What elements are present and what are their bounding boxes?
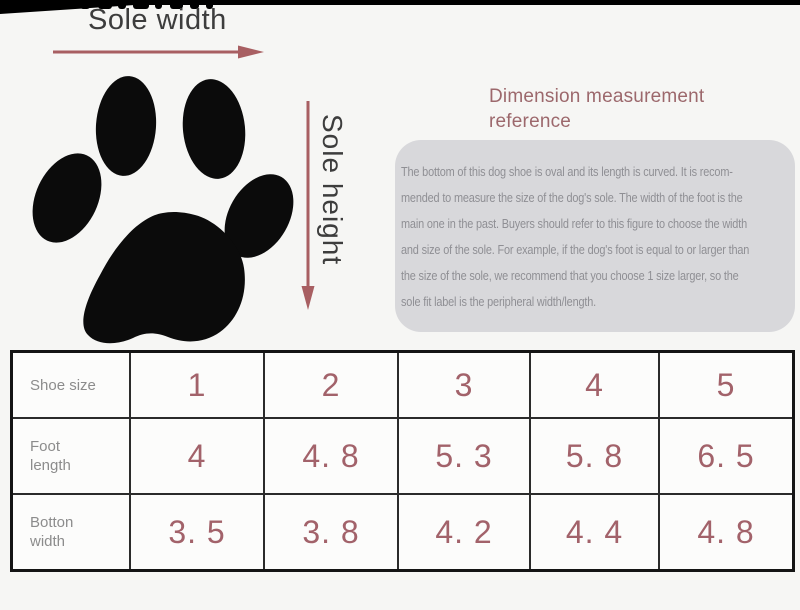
bottom-width-value: 4. 8 bbox=[697, 513, 755, 550]
table-cell: 1 bbox=[131, 353, 265, 419]
table-cell: 4 bbox=[131, 419, 265, 495]
reference-card: The bottom of this dog shoe is oval and … bbox=[395, 140, 795, 332]
table-row-label: Shoe size bbox=[30, 376, 96, 394]
shoe-size-value: 4 bbox=[585, 366, 604, 403]
bottom-width-value: 3. 8 bbox=[302, 513, 360, 550]
table-cell: 2 bbox=[265, 353, 399, 419]
reference-text-line: the size of the sole, we recommend that … bbox=[401, 268, 739, 283]
table-row-label: Botton width bbox=[30, 514, 74, 550]
table-cell: 3 bbox=[399, 353, 531, 419]
crop-text-fragment bbox=[133, 5, 149, 9]
reference-text-line: main one in the past. Buyers should refe… bbox=[401, 216, 747, 231]
crop-text-fragment bbox=[170, 5, 183, 9]
reference-text-line: sole fit label is the peripheral width/l… bbox=[401, 294, 597, 309]
top-crop-wedge bbox=[0, 5, 135, 14]
sole-width-label: Sole width bbox=[88, 4, 227, 36]
table-cell: 5. 8 bbox=[531, 419, 660, 495]
table-cell: 3. 8 bbox=[265, 495, 399, 569]
table-cell: 4. 2 bbox=[399, 495, 531, 569]
shoe-size-value: 2 bbox=[321, 366, 341, 403]
reference-text-line: and size of the sole. For example, if th… bbox=[401, 242, 750, 257]
table-cell: 6. 5 bbox=[660, 419, 792, 495]
table-row-label: Foot length bbox=[30, 438, 71, 474]
crop-text-fragment bbox=[98, 5, 112, 9]
table-cell: 4. 8 bbox=[265, 419, 399, 495]
sole-height-label: Sole height bbox=[317, 114, 348, 266]
reference-text-line: mended to measure the size of the dog's … bbox=[401, 190, 743, 205]
table-cell: 4. 8 bbox=[660, 495, 792, 569]
shoe-size-value: 1 bbox=[187, 366, 207, 403]
sole-height-arrow-icon bbox=[301, 101, 315, 310]
table-cell: 3. 5 bbox=[131, 495, 265, 569]
table-cell: 4 bbox=[531, 353, 660, 419]
bottom-width-value: 4. 4 bbox=[565, 513, 624, 550]
crop-text-fragment bbox=[80, 5, 90, 9]
foot-length-value: 6. 5 bbox=[697, 437, 755, 474]
table-row-header: Foot length bbox=[13, 419, 131, 495]
shoe-size-value: 3 bbox=[454, 366, 474, 403]
foot-length-value: 5. 3 bbox=[435, 437, 493, 474]
reference-title: Dimension measurement reference bbox=[489, 86, 705, 132]
crop-text-fragment bbox=[206, 5, 213, 9]
crop-text-fragment bbox=[155, 5, 162, 9]
foot-length-value: 5. 8 bbox=[565, 437, 624, 474]
size-table: Shoe size 1 2 3 4 5 Foot length 4 4. 8 5… bbox=[10, 350, 795, 572]
crop-text-fragment bbox=[190, 5, 199, 9]
table-row-header: Botton width bbox=[13, 495, 131, 569]
table-cell: 5. 3 bbox=[399, 419, 531, 495]
crop-text-fragment bbox=[118, 5, 126, 9]
shoe-size-value: 5 bbox=[716, 366, 736, 403]
table-cell: 4. 4 bbox=[531, 495, 660, 569]
top-crop-bar bbox=[0, 0, 800, 5]
sole-width-arrow-icon bbox=[53, 45, 264, 59]
foot-length-value: 4. 8 bbox=[302, 437, 360, 474]
table-row-header: Shoe size bbox=[13, 353, 131, 419]
reference-text-line: The bottom of this dog shoe is oval and … bbox=[401, 164, 733, 179]
bottom-width-value: 3. 5 bbox=[168, 513, 226, 550]
bottom-width-value: 4. 2 bbox=[435, 513, 493, 550]
table-cell: 5 bbox=[660, 353, 792, 419]
foot-length-value: 4 bbox=[187, 437, 207, 474]
paw-print-icon bbox=[32, 76, 294, 344]
